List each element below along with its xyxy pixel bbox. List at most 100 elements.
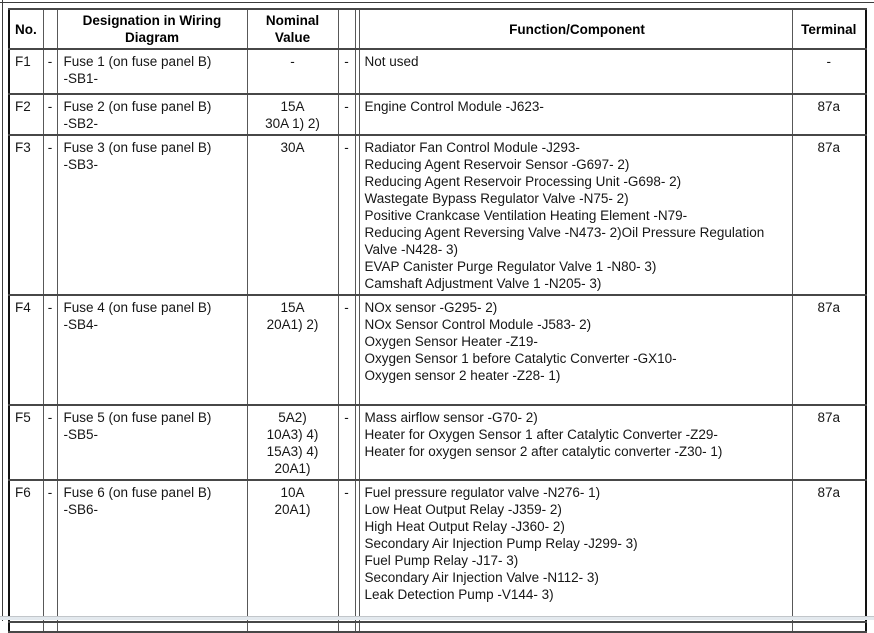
dash-cell: - [337,294,356,406]
nominal-line: 10A3) 4) [266,427,319,442]
function-line: High Heat Output Relay -J360- 2) [364,519,565,534]
col-header-no: No. [8,8,44,50]
dash-cell: - [42,294,58,406]
table-row: F1 - Fuse 1 (on fuse panel B) -SB1- - - N… [8,48,867,95]
terminal-cell: 87a [791,479,867,623]
function-line: NOx Sensor Control Module -J583- 2) [364,317,592,332]
designation-cell: Fuse 4 (on fuse panel B) -SB4- [56,294,248,406]
nominal-value-cell: 10A 20A1) [246,479,339,623]
function-line: Heater for oxygen sensor 2 after catalyt… [364,444,723,459]
dash-cell: - [42,134,58,296]
fuse-number-cell [8,621,44,633]
dash-cell [337,621,356,633]
col-header-terminal: Terminal [791,8,867,50]
designation-line: Fuse 6 (on fuse panel B) [63,485,212,500]
table-row: F6 - Fuse 6 (on fuse panel B) -SB6- 10A 20… [8,479,867,623]
function-line: Secondary Air Injection Pump Relay -J299… [364,536,638,551]
designation-cell: Fuse 1 (on fuse panel B) -SB1- [56,48,248,95]
function-component-cell: Mass airflow sensor -G70- 2) Heater for O… [354,404,793,481]
col-header-function-component: Function/Component [354,8,793,50]
dash-cell: - [42,479,58,623]
function-line: Oxygen Sensor Heater -Z19- [364,334,538,349]
function-line: Secondary Air Injection Valve -N112- 3) [364,570,599,585]
function-line: Reducing Agent Reversing Valve -N473- 2)… [364,225,765,257]
dash-cell: - [337,479,356,623]
terminal-cell: 87a [791,93,867,136]
nominal-value-cell: 30A [246,134,339,296]
nominal-value-cell [246,621,339,633]
fuse-number-cell: F4 [8,294,44,406]
col-header-designation: Designation in Wiring Diagram [56,8,248,50]
col-header-spacer-1 [42,8,58,50]
nominal-line: 20A1) 2) [266,317,319,332]
col-header-spacer-2 [337,8,356,50]
dash-cell: - [42,93,58,136]
fuse-number-cell: F5 [8,404,44,481]
function-line: Camshaft Adjustment Valve 1 -N205- 3) [364,276,602,291]
designation-line: -SB2- [63,116,99,131]
fuse-number-cell: F1 [8,48,44,95]
header-row: No. Designation in Wiring Diagram Nomina… [8,8,867,50]
designation-line: -SB4- [63,317,99,332]
table-row: F5 - Fuse 5 (on fuse panel B) -SB5- 5A2) 1… [8,404,867,481]
terminal-cell: 87a [791,134,867,296]
designation-line: Fuse 3 (on fuse panel B) [63,140,212,155]
function-line: Heater for Oxygen Sensor 1 after Catalyt… [364,427,718,442]
function-line: Not used [364,54,419,69]
designation-line: Fuse 5 (on fuse panel B) [63,410,212,425]
dash-cell [42,621,58,633]
nominal-line: 30A [280,140,305,155]
fuse-number-cell: F2 [8,93,44,136]
dash-cell: - [42,404,58,481]
nominal-line: 30A 1) 2) [265,116,320,131]
table-row: F4 - Fuse 4 (on fuse panel B) -SB4- 15A 20… [8,294,867,406]
designation-cell: Fuse 6 (on fuse panel B) -SB6- [56,479,248,623]
function-line: Oxygen sensor 2 heater -Z28- 1) [364,368,561,383]
page-top-border [0,2,874,3]
function-line: Oxygen Sensor 1 before Catalytic Convert… [364,351,677,366]
dash-cell: - [337,134,356,296]
function-line: EVAP Canister Purge Regulator Valve 1 -N… [364,259,657,274]
designation-line: Fuse 1 (on fuse panel B) [63,54,212,69]
designation-cell: Fuse 3 (on fuse panel B) -SB3- [56,134,248,296]
function-line: Radiator Fan Control Module -J293- [364,140,580,155]
page-left-border [2,0,3,621]
designation-line: -SB1- [63,71,99,86]
terminal-cell [791,621,867,633]
function-line: Engine Control Module -J623- [364,99,544,114]
table-row: F2 - Fuse 2 (on fuse panel B) -SB2- 15A 30… [8,93,867,136]
table-row: F3 - Fuse 3 (on fuse panel B) -SB3- 30A -… [8,134,867,296]
nominal-value-cell: - [246,48,339,95]
function-line: Fuel pressure regulator valve -N276- 1) [364,485,601,500]
page-bottom-band [0,617,874,620]
nominal-line: 20A1) [274,461,311,476]
function-line: Positive Crankcase Ventilation Heating E… [364,208,688,223]
nominal-value-cell: 15A 20A1) 2) [246,294,339,406]
nominal-line: 15A [280,99,305,114]
function-component-cell [354,621,793,633]
function-component-cell: Fuel pressure regulator valve -N276- 1) L… [354,479,793,623]
function-component-cell: Not used [354,48,793,95]
function-line: NOx sensor -G295- 2) [364,300,498,315]
nominal-line: - [290,54,295,69]
function-component-cell: Engine Control Module -J623- [354,93,793,136]
dash-cell: - [337,93,356,136]
function-line: Leak Detection Pump -V144- 3) [364,587,554,602]
designation-line: -SB5- [63,427,99,442]
col-header-nominal-value: Nominal Value [246,8,339,50]
dash-cell: - [42,48,58,95]
nominal-line: 15A [280,300,305,315]
nominal-line: 5A2) [278,410,307,425]
function-line: Low Heat Output Relay -J359- 2) [364,502,562,517]
partial-row [8,621,867,633]
designation-line: Fuse 2 (on fuse panel B) [63,99,212,114]
fuse-number-cell: F6 [8,479,44,623]
dash-cell: - [337,404,356,481]
function-line: Mass airflow sensor -G70- 2) [364,410,538,425]
terminal-cell: 87a [791,404,867,481]
function-component-cell: Radiator Fan Control Module -J293- Reduci… [354,134,793,296]
designation-line: -SB6- [63,502,99,517]
terminal-cell: 87a [791,294,867,406]
nominal-line: 20A1) [274,502,311,517]
designation-cell: Fuse 2 (on fuse panel B) -SB2- [56,93,248,136]
